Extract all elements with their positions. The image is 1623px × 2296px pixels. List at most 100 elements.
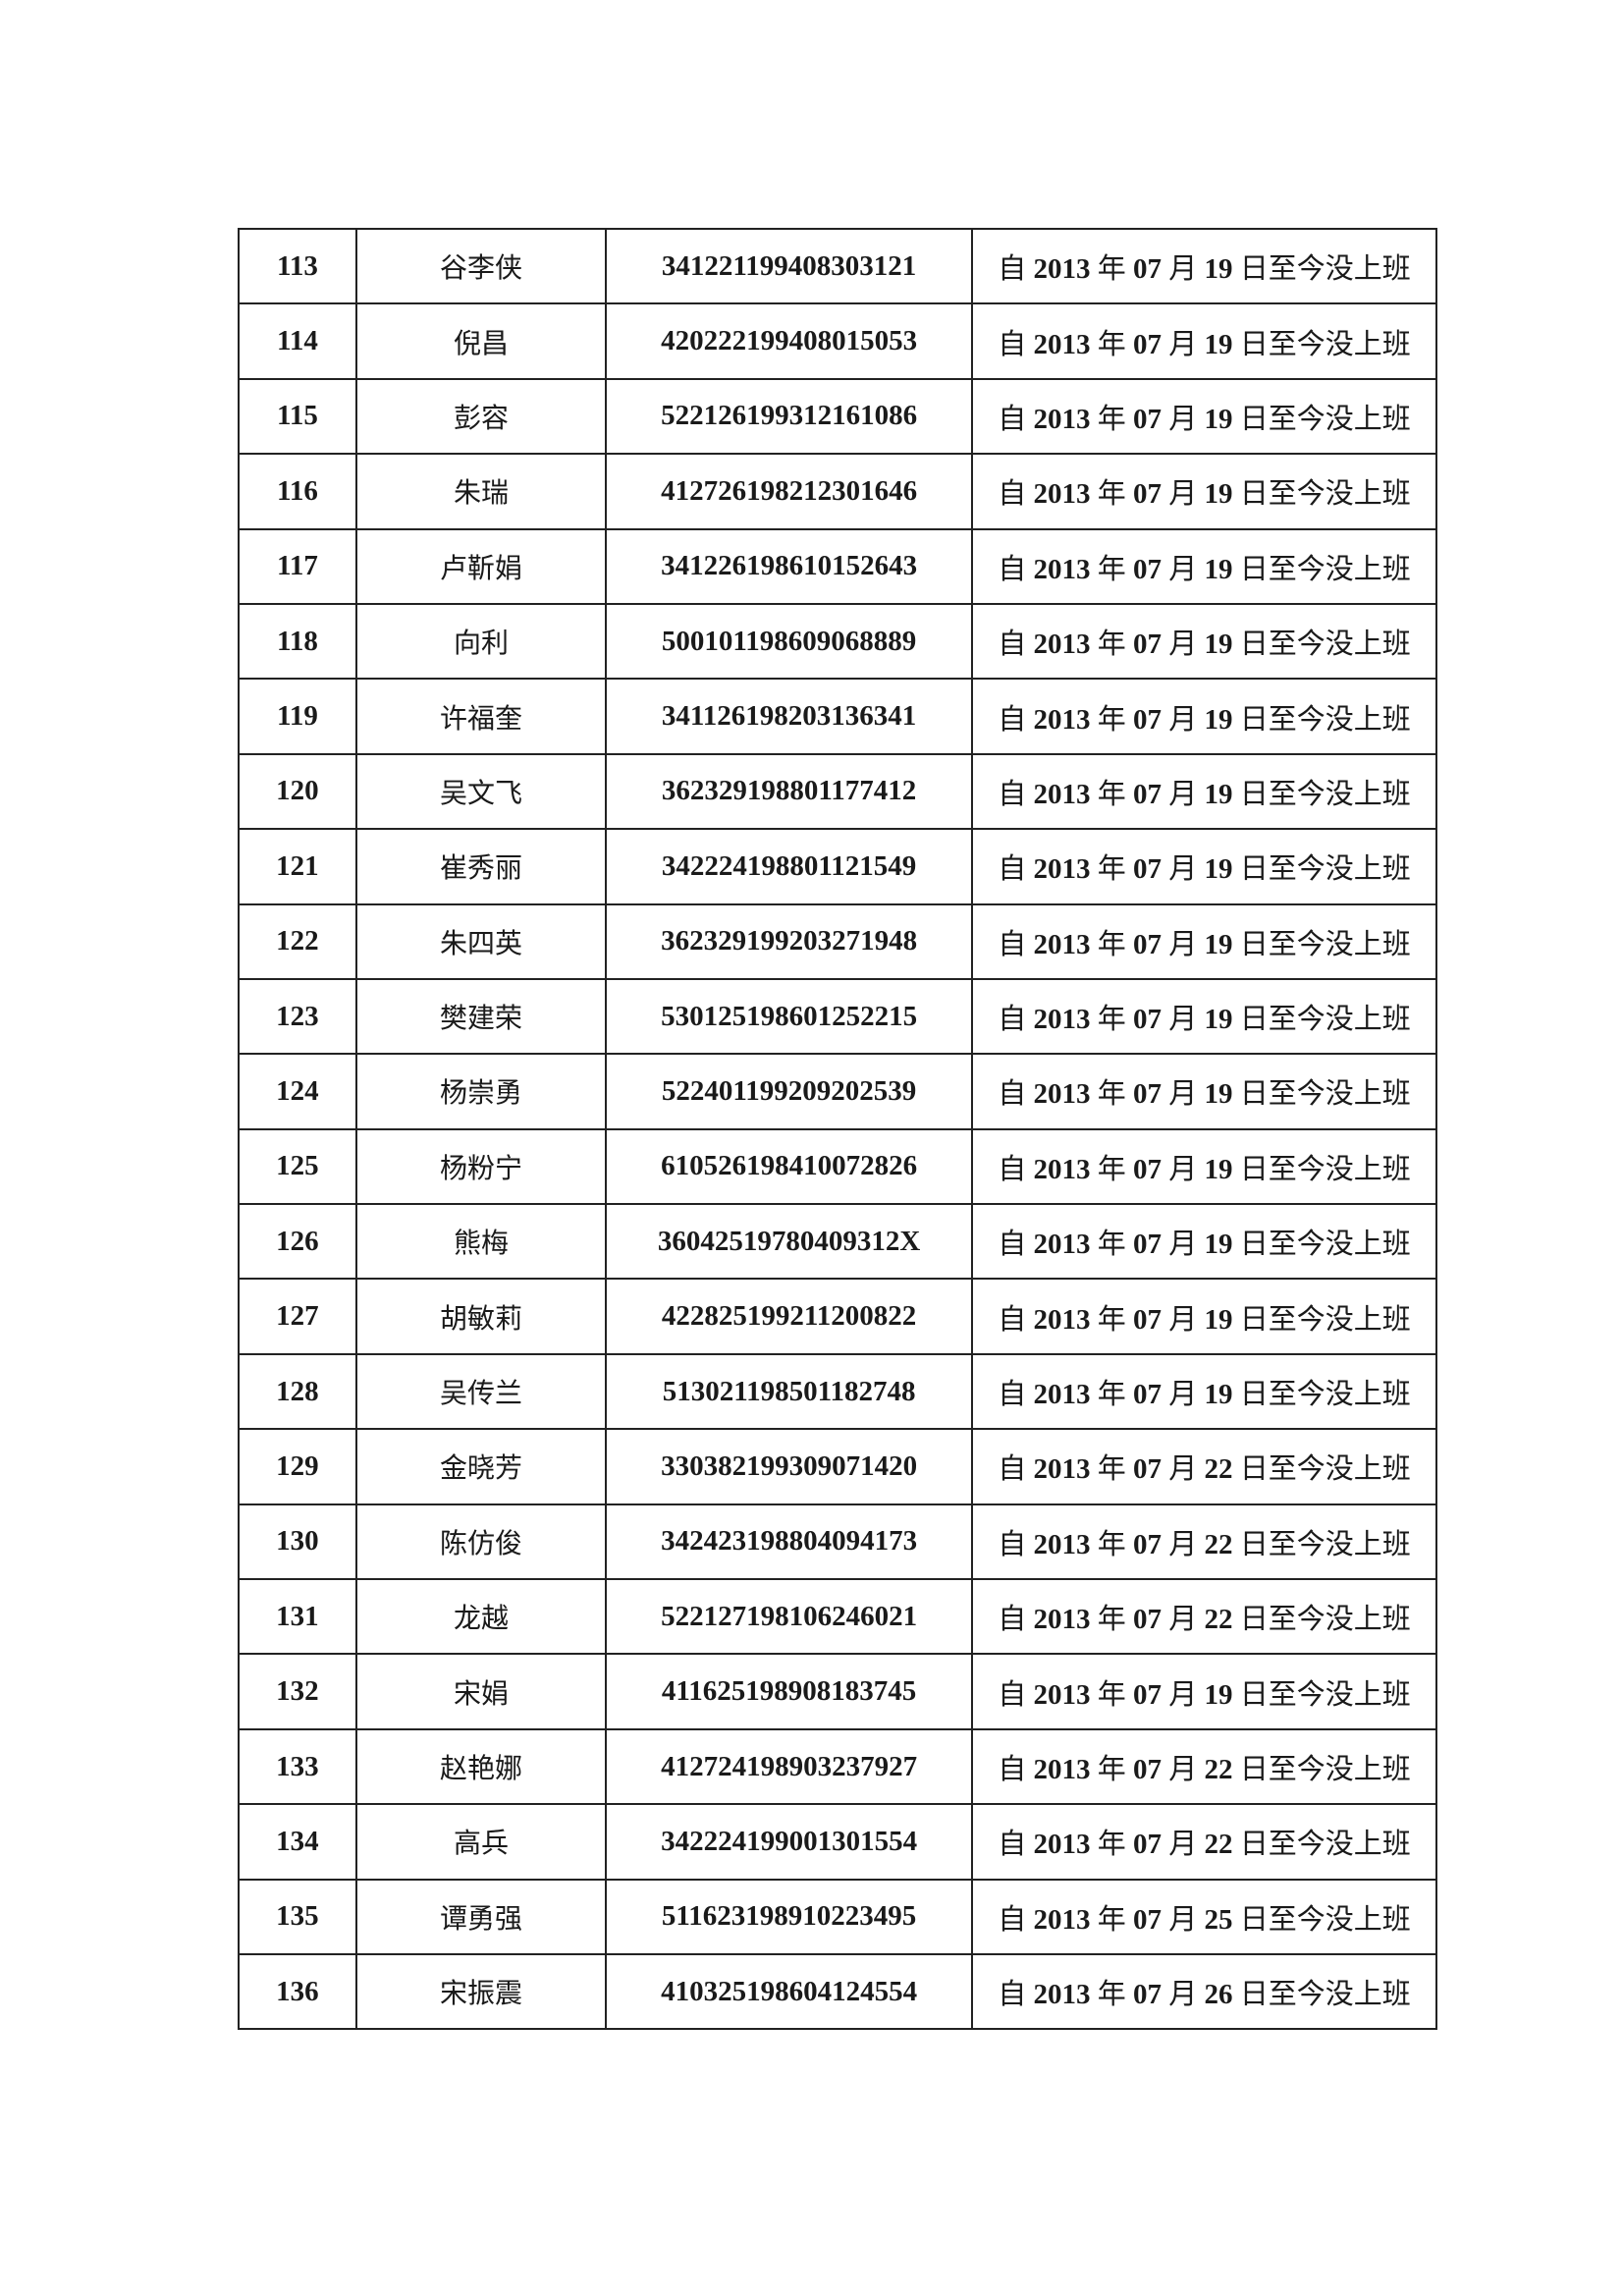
name-cell: 宋振震: [354, 1952, 608, 2031]
status-text-segment: 自: [998, 326, 1027, 360]
id-number-cell: 341221199408303121: [605, 227, 973, 305]
status-text-segment: 2013: [1026, 1379, 1098, 1411]
table-row: 122 朱四英 362329199203271948 自 2013 年 07 月 19…: [238, 902, 1438, 980]
status-text-segment: 月: [1168, 551, 1198, 585]
status-text-segment: 07: [1125, 629, 1169, 661]
status-text-segment: 07: [1125, 853, 1169, 886]
table-row: 125 杨粉宁 610526198410072826 自 2013 年 07 月 19…: [238, 1127, 1438, 1206]
status-text-segment: 月: [1168, 1602, 1198, 1636]
status-text-segment: 22: [1197, 1453, 1240, 1486]
status-text-segment: 日至今没上班: [1239, 1526, 1411, 1560]
status-cell: 自 2013 年 07 月 26 日至今没上班: [970, 1952, 1438, 2031]
id-number-cell: 330382199309071420: [605, 1428, 973, 1505]
status-text-segment: 年: [1097, 926, 1126, 960]
status-text-segment: 月: [1168, 776, 1198, 810]
status-text-segment: 自: [998, 476, 1027, 511]
status-text-segment: 月: [1168, 1377, 1198, 1411]
name-cell: 宋娟: [354, 1653, 608, 1730]
status-text-segment: 07: [1125, 928, 1169, 960]
status-text-segment: 07: [1125, 778, 1169, 810]
row-number-cell: 125: [238, 1127, 357, 1206]
status-text-segment: 07: [1125, 478, 1169, 511]
status-text-segment: 自: [998, 1076, 1027, 1111]
row-number-cell: 128: [238, 1352, 357, 1431]
status-text-segment: 月: [1168, 1227, 1198, 1261]
name-cell: 谭勇强: [354, 1878, 608, 1955]
status-text-segment: 月: [1168, 1752, 1198, 1785]
name-cell: 高兵: [354, 1803, 608, 1881]
status-text-segment: 年: [1097, 1227, 1126, 1261]
name-cell: 倪昌: [354, 302, 608, 380]
status-text-segment: 月: [1168, 1301, 1198, 1336]
status-text-segment: 07: [1125, 1604, 1169, 1636]
status-text-segment: 2013: [1026, 553, 1098, 585]
status-text-segment: 07: [1125, 1004, 1169, 1036]
table-row: 119 许福奎 341126198203136341 自 2013 年 07 月 19…: [238, 678, 1438, 755]
status-text-segment: 年: [1097, 1301, 1126, 1336]
status-text-segment: 日至今没上班: [1239, 776, 1411, 810]
id-number-cell: 522127198106246021: [605, 1578, 973, 1656]
status-text-segment: 2013: [1026, 1829, 1098, 1861]
status-text-segment: 自: [998, 1827, 1027, 1861]
id-number-cell: 500101198609068889: [605, 602, 973, 681]
status-text-segment: 年: [1097, 1076, 1126, 1111]
status-text-segment: 年: [1097, 1827, 1126, 1861]
id-number-cell: 362329199203271948: [605, 902, 973, 980]
status-text-segment: 19: [1197, 1229, 1240, 1261]
name-cell: 朱四英: [354, 902, 608, 980]
status-text-segment: 07: [1125, 1829, 1169, 1861]
name-cell: 彭容: [354, 377, 608, 456]
status-text-segment: 自: [998, 1002, 1027, 1036]
status-text-segment: 自: [998, 1752, 1027, 1785]
status-text-segment: 2013: [1026, 478, 1098, 511]
row-number-cell: 131: [238, 1578, 357, 1656]
table-row: 136 宋振震 410325198604124554 自 2013 年 07 月 26…: [238, 1952, 1438, 2031]
row-number-cell: 117: [238, 527, 357, 605]
table-row: 129 金晓芳 330382199309071420 自 2013 年 07 月 22…: [238, 1428, 1438, 1505]
status-text-segment: 19: [1197, 403, 1240, 435]
status-text-segment: 19: [1197, 328, 1240, 360]
status-cell: 自 2013 年 07 月 19 日至今没上班: [970, 678, 1438, 755]
status-text-segment: 07: [1125, 328, 1169, 360]
row-number-cell: 130: [238, 1503, 357, 1581]
status-text-segment: 月: [1168, 476, 1198, 511]
status-text-segment: 2013: [1026, 1754, 1098, 1785]
status-text-segment: 自: [998, 627, 1027, 661]
id-number-cell: 530125198601252215: [605, 977, 973, 1056]
status-text-segment: 自: [998, 1977, 1027, 2011]
row-number-cell: 134: [238, 1803, 357, 1881]
table-row: 123 樊建荣 530125198601252215 自 2013 年 07 月 19…: [238, 977, 1438, 1056]
status-text-segment: 19: [1197, 1153, 1240, 1185]
status-text-segment: 年: [1097, 1451, 1126, 1486]
id-number-cell: 412726198212301646: [605, 453, 973, 530]
status-text-segment: 07: [1125, 553, 1169, 585]
status-text-segment: 07: [1125, 1678, 1169, 1711]
status-cell: 自 2013 年 07 月 19 日至今没上班: [970, 902, 1438, 980]
row-number-cell: 114: [238, 302, 357, 380]
status-text-segment: 自: [998, 701, 1027, 736]
id-number-cell: 522126199312161086: [605, 377, 973, 456]
status-text-segment: 07: [1125, 1229, 1169, 1261]
table-row: 118 向利 500101198609068889 自 2013 年 07 月 19 …: [238, 602, 1438, 681]
status-text-segment: 2013: [1026, 253, 1098, 286]
status-text-segment: 月: [1168, 627, 1198, 661]
status-text-segment: 年: [1097, 776, 1126, 810]
status-cell: 自 2013 年 07 月 19 日至今没上班: [970, 977, 1438, 1056]
status-text-segment: 2013: [1026, 403, 1098, 435]
table-row: 113 谷李侠 341221199408303121 自 2013 年 07 月 19…: [238, 227, 1438, 305]
id-number-cell: 362329198801177412: [605, 752, 973, 831]
status-cell: 自 2013 年 07 月 19 日至今没上班: [970, 527, 1438, 605]
status-cell: 自 2013 年 07 月 19 日至今没上班: [970, 828, 1438, 905]
status-text-segment: 19: [1197, 1303, 1240, 1336]
status-text-segment: 07: [1125, 1078, 1169, 1111]
status-text-segment: 自: [998, 401, 1027, 435]
id-number-cell: 411625198908183745: [605, 1653, 973, 1730]
id-number-cell: 422825199211200822: [605, 1278, 973, 1355]
row-number-cell: 118: [238, 602, 357, 681]
status-text-segment: 19: [1197, 853, 1240, 886]
status-text-segment: 年: [1097, 701, 1126, 736]
status-text-segment: 年: [1097, 1977, 1126, 2011]
status-text-segment: 年: [1097, 1676, 1126, 1711]
status-text-segment: 自: [998, 551, 1027, 585]
status-text-segment: 19: [1197, 1004, 1240, 1036]
